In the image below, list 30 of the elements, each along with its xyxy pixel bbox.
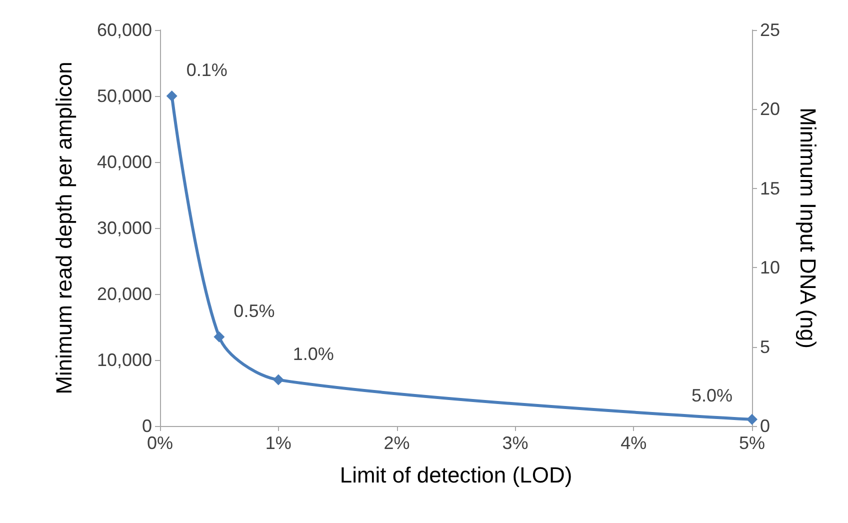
- y-axis-title: Minimum read depth per amplicon: [52, 62, 76, 394]
- y2-axis-title: Minimum Input DNA (ng): [796, 108, 820, 348]
- x-tick-label: 5%: [738, 433, 766, 453]
- y2-tick-label: 10: [760, 258, 780, 278]
- y2-tick-label: 20: [760, 99, 780, 120]
- point: [746, 414, 758, 425]
- y-tick-label: 0: [142, 416, 152, 436]
- annotation: 5.0%: [691, 385, 733, 406]
- x-axis-title: Limit of detection (LOD): [340, 462, 572, 488]
- point: [214, 331, 225, 342]
- y2-tick-label: 15: [760, 178, 780, 198]
- y-tick-label: 60,000: [96, 20, 152, 40]
- x-tick-label: 2%: [384, 433, 410, 453]
- y-tick-label: 20,000: [96, 284, 152, 304]
- annotation: 1.0%: [292, 344, 334, 364]
- y-tick-label: 50,000: [96, 86, 152, 106]
- point: [166, 90, 178, 102]
- x-tick-label: 3%: [502, 433, 528, 453]
- y2-tick-label: 5: [760, 336, 770, 357]
- point: [272, 374, 284, 386]
- y-tick-label: 30,000: [96, 218, 152, 238]
- annotation: 0.1%: [186, 60, 228, 80]
- x-tick-label: 0%: [146, 433, 174, 453]
- x-tick-label: 1%: [265, 433, 292, 453]
- y-tick-label: 10,000: [96, 350, 152, 370]
- annotation: 0.5%: [234, 300, 275, 321]
- y2-tick-label: 0: [760, 416, 770, 436]
- y-tick-label: 40,000: [96, 152, 152, 172]
- y2-tick-label: 25: [760, 20, 780, 40]
- x-tick-label: 4%: [620, 433, 647, 453]
